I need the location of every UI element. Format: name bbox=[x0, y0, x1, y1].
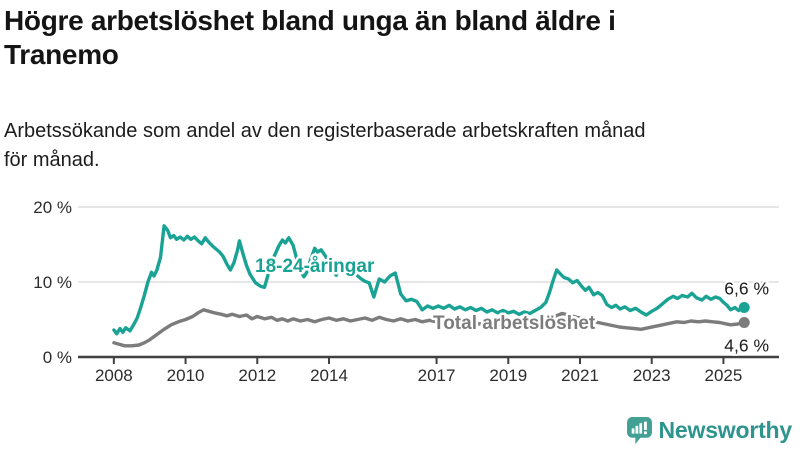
title-line-2: Tranemo bbox=[4, 38, 119, 70]
page-title: Högre arbetslöshet bland unga än bland ä… bbox=[4, 4, 794, 71]
total-series-line bbox=[112, 308, 746, 348]
total-series-label: Total arbetslöshet bbox=[433, 313, 596, 334]
title-line-1: Högre arbetslöshet bland unga än bland ä… bbox=[4, 5, 616, 36]
y-tick-label: 20 % bbox=[33, 198, 72, 217]
x-tick-label: 2021 bbox=[561, 366, 599, 385]
newsworthy-logo-text: Newsworthy bbox=[658, 417, 793, 443]
x-tick-label: 2014 bbox=[310, 366, 348, 385]
youth-end-dot bbox=[738, 302, 750, 313]
y-tick-label: 10 % bbox=[33, 273, 72, 292]
y-tick-label: 0 % bbox=[43, 348, 72, 367]
x-tick-label: 2023 bbox=[633, 366, 671, 385]
youth-series-line bbox=[112, 224, 746, 336]
subtitle-line-1: Arbetssökande som andel av den registerb… bbox=[4, 120, 646, 142]
chart-subtitle: Arbetssökande som andel av den registerb… bbox=[4, 117, 790, 175]
x-tick-label: 2012 bbox=[238, 366, 276, 385]
x-tick-label: 2025 bbox=[705, 366, 743, 385]
total-end-value-label: 4,6 % bbox=[724, 336, 769, 356]
x-tick-label: 2010 bbox=[167, 366, 205, 385]
youth-series-label: 18-24-åringar bbox=[255, 256, 375, 277]
newsworthy-logo[interactable]: Newsworthy bbox=[626, 417, 793, 444]
x-tick-label: 2008 bbox=[95, 366, 133, 385]
x-tick-label: 2019 bbox=[489, 366, 527, 385]
total-end-dot bbox=[738, 317, 750, 328]
youth-end-value-label: 6,6 % bbox=[724, 279, 769, 299]
newsworthy-logo-icon bbox=[626, 417, 652, 444]
x-tick-label: 2017 bbox=[418, 366, 456, 385]
subtitle-line-2: för månad. bbox=[4, 149, 100, 171]
